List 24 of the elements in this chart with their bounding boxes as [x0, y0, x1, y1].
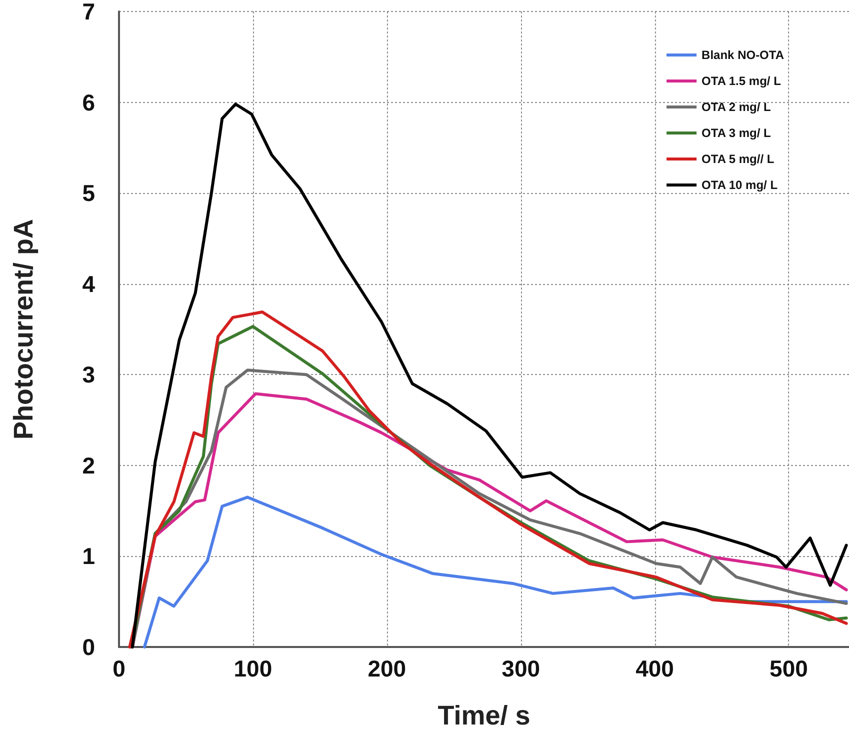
legend-label: OTA 3 mg/ L — [702, 126, 771, 140]
line-series — [142, 496, 848, 648]
legend-label: OTA 5 mg// L — [702, 152, 774, 166]
legend-label: OTA 2 mg/ L — [702, 100, 771, 114]
y-tick-label: 1 — [82, 543, 96, 570]
y-tick-label: 3 — [82, 362, 95, 388]
x-tick-label: 500 — [770, 656, 808, 682]
y-tick-label: 5 — [82, 180, 96, 206]
legend-label: Blank NO-OTA — [702, 48, 784, 62]
x-tick-label: 300 — [502, 656, 540, 682]
y-tick-label: 6 — [82, 89, 95, 116]
x-tick-label: 200 — [368, 656, 406, 682]
legend-label: OTA 1.5 mg/ L — [702, 74, 781, 88]
y-tick-label: 7 — [82, 0, 95, 24]
legend-label: OTA 10 mg/ L — [702, 178, 778, 192]
x-tick-label: 0 — [112, 656, 126, 682]
y-tick-label: 2 — [82, 452, 95, 478]
x-tick-label: 400 — [636, 656, 674, 682]
y-axis-title: Photocurrent/ pA — [8, 219, 38, 440]
line-series — [130, 102, 848, 648]
y-tick-label: 4 — [82, 270, 96, 297]
x-tick-label: 100 — [234, 656, 272, 682]
y-tick-label: 0 — [82, 634, 95, 660]
x-axis-title: Time/ s — [438, 700, 530, 730]
